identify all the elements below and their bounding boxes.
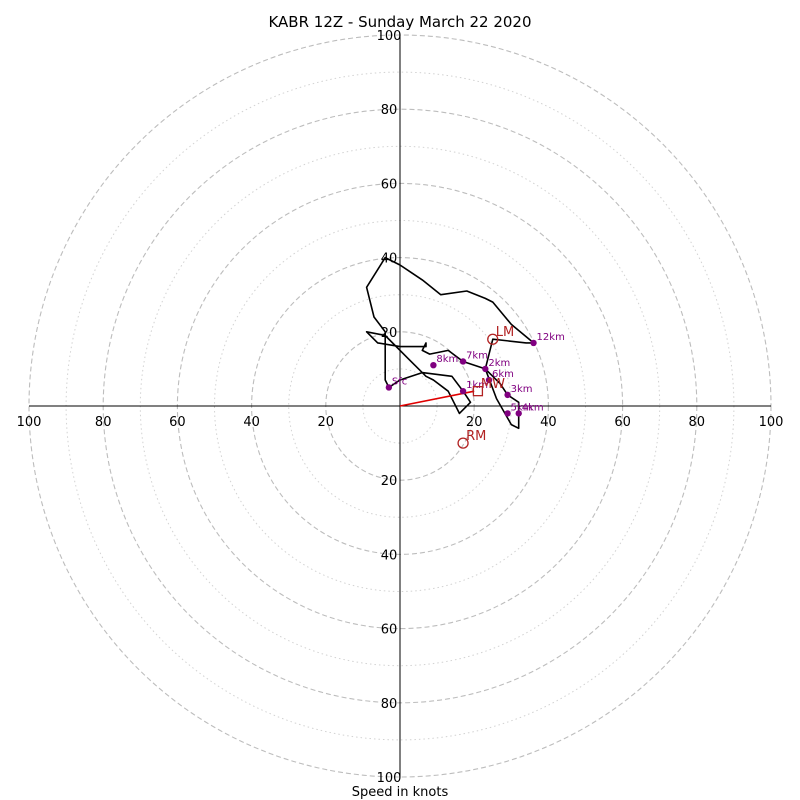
x-axis-label: Speed in knots: [352, 785, 449, 800]
x-tick-label: 60: [614, 415, 631, 430]
y-tick-label: 40: [381, 548, 398, 563]
y-tick-label: 60: [381, 623, 398, 638]
x-tick-label: 100: [17, 415, 42, 430]
x-tick-label: 40: [540, 415, 557, 430]
x-tick-label: 80: [689, 415, 706, 430]
y-tick-label: 80: [381, 697, 398, 712]
height-point: [459, 387, 467, 395]
height-point: [482, 365, 489, 373]
x-tick-label: 20: [318, 415, 335, 430]
right-mover-marker: [457, 437, 469, 449]
height-label: 6km: [492, 369, 514, 380]
height-label: 3km: [511, 384, 533, 395]
height-point: [459, 358, 467, 365]
height-point: [385, 384, 393, 391]
height-point: [504, 410, 511, 417]
chart-title: KABR 12Z - Sunday March 22 2020: [268, 13, 531, 31]
height-label: 7km: [466, 350, 488, 361]
mean-wind-marker: [472, 386, 484, 397]
y-tick-label: 100: [377, 771, 402, 786]
height-point: [485, 376, 493, 384]
x-tick-label: 60: [169, 415, 186, 430]
tick-labels: 100 80 60 40 20 20 40 60 80 100100806040202040608…: [17, 29, 784, 786]
height-label: 8km: [436, 354, 458, 365]
height-point: [504, 391, 511, 399]
x-tick-label: 40: [243, 415, 260, 430]
height-label: 5km: [511, 402, 533, 413]
height-point: [430, 361, 437, 369]
x-tick-label: 80: [95, 415, 112, 430]
y-tick-label: 100: [377, 29, 402, 44]
height-label: 4km: [522, 402, 544, 413]
y-tick-label: 20: [381, 474, 398, 489]
height-label: 12km: [537, 332, 565, 343]
y-tick-label: 80: [381, 103, 398, 118]
height-point: [530, 339, 537, 347]
hodograph-trace: [365, 256, 535, 430]
y-tick-label: 60: [381, 177, 398, 192]
height-label: 1km: [466, 380, 488, 391]
height-point: [515, 410, 522, 417]
storm-motion-label: MW: [481, 377, 505, 392]
storm-motion-label: LM: [496, 325, 514, 340]
storm-motion-markers: LM RM MW: [457, 325, 514, 449]
height-label: Sfc: [392, 376, 407, 387]
left-mover-marker: [487, 333, 499, 345]
x-tick-label: 100: [759, 415, 784, 430]
storm-motion-label: RM: [466, 429, 486, 444]
height-label: 2km: [488, 358, 510, 369]
x-tick-label: 20: [466, 415, 483, 430]
